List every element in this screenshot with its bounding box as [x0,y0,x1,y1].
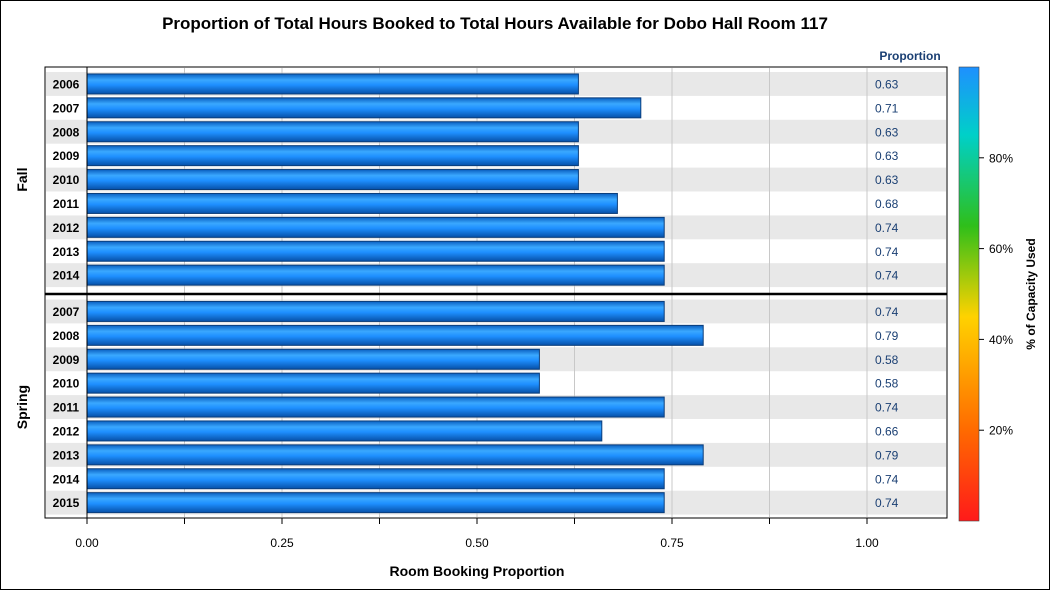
category-label: 2009 [53,353,80,367]
group-label: Fall [14,168,30,192]
bar [86,372,540,394]
x-tick-label: 1.00 [855,536,879,550]
value-label: 0.66 [875,424,899,438]
value-labels: 0.63 0.71 0.63 0.63 0.63 0.68 0.74 0.74 0.74 0.74… [875,77,899,510]
value-label: 0.79 [875,329,899,343]
bar [86,264,665,286]
bar [86,420,603,442]
category-label: 2015 [53,496,80,510]
chart-title: Proportion of Total Hours Booked to Tota… [162,14,828,33]
value-label: 0.63 [875,149,899,163]
colorbar-tick-label: 20% [989,424,1013,438]
value-label: 0.63 [875,125,899,139]
value-label: 0.74 [875,496,899,510]
colorbar-label: % of Capacity Used [1024,238,1038,349]
category-label: 2012 [53,221,80,235]
value-label: 0.68 [875,197,899,211]
category-label: 2009 [53,149,80,163]
bar [86,396,665,418]
category-label: 2006 [53,77,80,91]
bar [86,145,579,167]
x-tick-label: 0.00 [75,536,99,550]
colorbar-tick-label: 40% [989,333,1013,347]
value-label: 0.63 [875,77,899,91]
category-label: 2012 [53,424,80,438]
bar [86,240,665,262]
value-label: 0.74 [875,221,899,235]
bar [86,192,618,214]
colorbar-ramp [958,66,980,522]
bar [86,73,579,95]
x-tick-label: 0.25 [270,536,294,550]
category-label: 2014 [53,269,80,283]
bar [86,216,665,238]
category-label: 2013 [53,245,80,259]
colorbar-tick-label: 60% [989,242,1013,256]
bar [86,97,642,119]
category-label: 2013 [53,448,80,462]
value-label: 0.58 [875,377,899,391]
colorbar-tick-label: 80% [989,151,1013,165]
category-label: 2008 [53,329,80,343]
gridlines [184,68,868,517]
x-tick-label: 0.75 [660,536,684,550]
value-column-header: Proportion [879,49,940,63]
value-label: 0.74 [875,269,899,283]
value-label: 0.74 [875,245,899,259]
plot-border [44,66,948,519]
value-label: 0.63 [875,173,899,187]
category-label: 2011 [53,197,79,211]
color-legend: 20% 40% 60% 80% [958,66,1013,522]
category-label: 2014 [53,472,80,486]
bar [86,324,704,346]
value-label: 0.74 [875,472,899,486]
value-label: 0.74 [875,401,899,415]
x-axis-label: Room Booking Proportion [390,563,565,579]
bar [86,121,579,143]
bar [86,492,665,514]
row-labels: 2006 2007 2008 2009 2010 2011 2012 2013 2014 2007… [53,77,80,510]
value-label: 0.71 [875,101,899,115]
x-tick-label: 0.50 [465,536,489,550]
bar [86,468,665,490]
x-axis: 0.00 0.25 0.50 0.75 1.00 [75,518,879,550]
bar [86,300,665,322]
category-label: 2010 [53,173,80,187]
category-label: 2010 [53,377,80,391]
category-label: 2008 [53,125,80,139]
bar [86,348,540,370]
value-label: 0.58 [875,353,899,367]
group-label: Spring [14,385,30,429]
category-label: 2011 [53,401,79,415]
value-label: 0.79 [875,448,899,462]
bar [86,444,704,466]
group-labels: Fall Spring [14,168,30,430]
category-label: 2007 [53,305,80,319]
value-label: 0.74 [875,305,899,319]
bar [86,169,579,191]
category-label: 2007 [53,101,80,115]
